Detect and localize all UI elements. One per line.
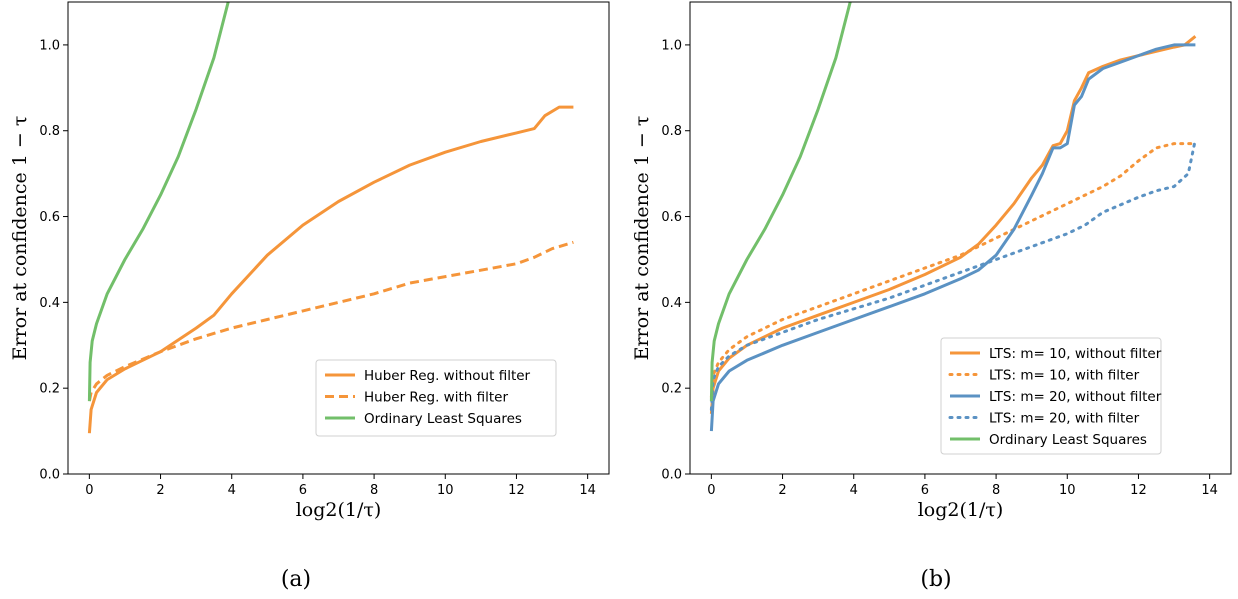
x-tick-label: 0	[707, 483, 715, 498]
x-tick-label: 14	[579, 483, 596, 498]
axes-frame	[67, 1, 610, 475]
y-tick-label: 0.0	[39, 468, 60, 483]
x-tick-label: 4	[850, 483, 858, 498]
legend-label: Huber Reg. with filter	[364, 390, 508, 406]
x-tick-label: 12	[1130, 483, 1147, 498]
series-line-2	[709, 43, 1196, 432]
legend-label: LTS: m= 10, with filter	[989, 368, 1140, 384]
x-tick-label: 10	[437, 483, 454, 498]
series-line-1	[709, 142, 1197, 399]
x-tick-label: 6	[299, 483, 307, 498]
y-tick-label: 0.6	[661, 210, 682, 225]
legend-label: Ordinary Least Squares	[989, 432, 1147, 448]
legend-label: Ordinary Least Squares	[364, 411, 522, 427]
plot-area	[709, 2, 1197, 432]
legend: Huber Reg. without filter Huber Reg. with…	[315, 359, 557, 437]
x-tick-label: 2	[156, 483, 164, 498]
x-tick-label: 6	[921, 483, 929, 498]
x-tick-label: 14	[1201, 483, 1218, 498]
y-tick-label: 0.2	[661, 382, 682, 397]
legend-label: LTS: m= 10, without filter	[989, 346, 1162, 362]
x-tick-label: 10	[1059, 483, 1076, 498]
y-tick-label: 0.8	[39, 124, 60, 139]
legend-box	[940, 337, 1162, 455]
x-tick-label: 8	[370, 483, 378, 498]
x-tick-label: 2	[778, 483, 786, 498]
y-axis-label: Error at confidence 1 − τ	[631, 116, 653, 361]
y-tick-label: 0.4	[39, 296, 60, 311]
x-axis-label: log2(1/τ)	[918, 499, 1004, 521]
chart-panel-b: 0 2 4 6 8 10 12 14 0.0 0.2 0.4 0.6 0.8 1.0 log2(1/τ) Er…	[631, 1, 1232, 592]
legend-box	[315, 359, 557, 437]
x-tick-label: 8	[992, 483, 1000, 498]
legend: LTS: m= 10, without filter LTS: m= 10, wi…	[940, 337, 1162, 455]
series-line-3	[709, 137, 1197, 412]
legend-label: LTS: m= 20, with filter	[989, 411, 1140, 427]
panel-caption: (a)	[281, 567, 311, 592]
chart-panel-a: 0 2 4 6 8 10 12 14 0.0 0.2 0.4 0.6 0.8 1.0 log2(1/τ) Er…	[9, 1, 610, 592]
legend-label: LTS: m= 20, without filter	[989, 389, 1162, 405]
x-tick-label: 4	[228, 483, 236, 498]
y-axis-label: Error at confidence 1 − τ	[9, 116, 31, 361]
legend-label: Huber Reg. without filter	[364, 368, 531, 384]
y-tick-label: 1.0	[661, 38, 682, 53]
x-tick-label: 12	[508, 483, 525, 498]
y-tick-label: 1.0	[39, 38, 60, 53]
plot-area	[87, 2, 574, 434]
y-tick-label: 0.4	[661, 296, 682, 311]
x-tick-label: 0	[85, 483, 93, 498]
x-axis-label: log2(1/τ)	[296, 499, 382, 521]
series-line-2	[87, 2, 230, 402]
series-line-1	[87, 240, 574, 402]
y-tick-label: 0.0	[661, 468, 682, 483]
axes-frame	[689, 1, 1232, 475]
series-line-4	[709, 2, 852, 402]
panel-caption: (b)	[920, 567, 951, 592]
y-tick-label: 0.2	[39, 382, 60, 397]
y-tick-label: 0.8	[661, 124, 682, 139]
y-tick-label: 0.6	[39, 210, 60, 225]
series-line-0	[87, 105, 574, 434]
